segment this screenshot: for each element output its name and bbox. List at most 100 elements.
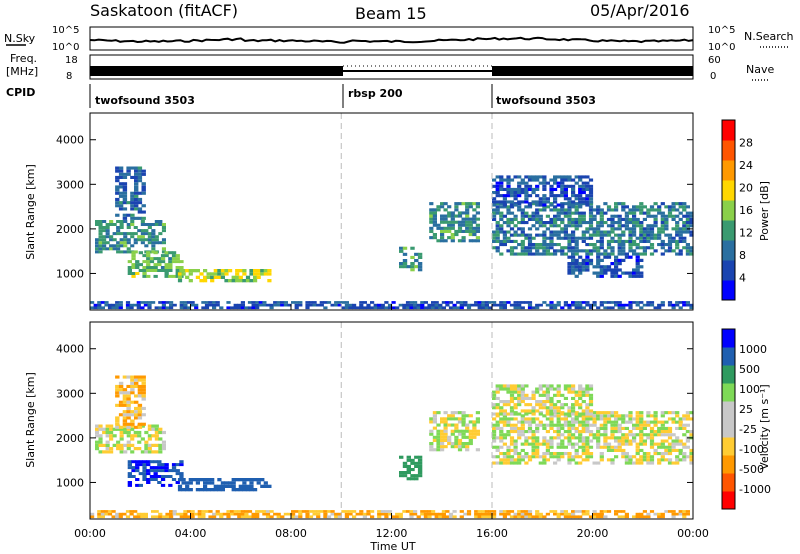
- data-cell-7: [535, 200, 540, 204]
- data-cell-6: [527, 217, 533, 221]
- data-cell-8: [635, 258, 640, 262]
- data-cell-9: [438, 303, 443, 307]
- data-cell-6: [624, 458, 629, 462]
- data-cell-7: [571, 178, 576, 182]
- data-cell-0: [123, 238, 128, 242]
- data-cell-8: [265, 512, 271, 516]
- data-cell-6: [585, 442, 590, 446]
- data-cell-1: [142, 478, 147, 481]
- data-cell-6: [603, 249, 608, 253]
- data-cell-7: [553, 406, 558, 410]
- data-cell-5: [454, 442, 459, 446]
- data-cell-1: [171, 463, 177, 467]
- data-cell-6: [664, 233, 669, 237]
- data-cell-3: [137, 403, 143, 407]
- data-cell-5: [465, 429, 470, 433]
- data-cell-6: [617, 423, 622, 427]
- data-cell-8: [323, 512, 328, 516]
- data-cell-4: [399, 262, 404, 266]
- data-cell-9: [326, 301, 332, 304]
- data-cell-9: [635, 301, 640, 304]
- data-cell-6: [592, 230, 597, 234]
- data-cell-3: [130, 413, 135, 417]
- data-cell-7: [578, 197, 583, 201]
- data-cell-2: [210, 481, 215, 485]
- data-cell-5: [465, 445, 470, 449]
- data-cell-2: [231, 478, 236, 482]
- data-cell-9: [398, 303, 403, 307]
- data-cell-1: [153, 472, 158, 476]
- data-cell-6: [675, 442, 680, 446]
- data-cell-6: [685, 230, 690, 234]
- data-cell-8: [133, 510, 138, 513]
- data-cell-7: [531, 200, 536, 204]
- data-cell-8: [291, 515, 296, 519]
- data-cell-0: [119, 447, 124, 451]
- data-cell-6: [506, 205, 511, 209]
- data-cell-8: [219, 512, 224, 516]
- data-cell-6: [553, 252, 558, 256]
- data-cell-2: [231, 279, 236, 283]
- data-cell-2: [238, 279, 243, 283]
- data-cell-7: [509, 203, 515, 207]
- data-cell-0: [119, 244, 124, 248]
- data-cell-8: [581, 512, 586, 516]
- data-cell-8: [574, 265, 579, 269]
- data-cell-7: [556, 393, 561, 397]
- data-cell-9: [312, 303, 317, 307]
- data-cell-0: [137, 440, 142, 444]
- data-cell-8: [154, 510, 159, 513]
- data-cell-5: [443, 423, 448, 427]
- data-cell-6: [667, 233, 673, 237]
- data-cell-5: [429, 226, 434, 230]
- data-cell-6: [682, 458, 687, 462]
- data-cell-0: [130, 232, 135, 236]
- data-cell-6: [592, 214, 597, 218]
- data-cell-3: [141, 384, 146, 388]
- data-cell-8: [330, 512, 335, 516]
- data-cell-8: [298, 512, 303, 516]
- data-cell-7: [553, 181, 558, 185]
- data-cell-8: [255, 510, 260, 513]
- data-cell-6: [538, 224, 543, 228]
- data-cell-7: [578, 184, 583, 188]
- data-cell-9: [334, 301, 339, 304]
- data-cell-6: [556, 249, 561, 253]
- data-cell-9: [628, 303, 633, 307]
- data-cell-7: [585, 412, 590, 416]
- data-cell-6: [499, 243, 504, 247]
- data-cell-6: [635, 433, 640, 437]
- data-cell-7: [524, 409, 529, 413]
- data-cell-3: [122, 207, 128, 211]
- data-cell-0: [98, 437, 103, 441]
- data-cell-6: [614, 202, 619, 206]
- data-cell-7: [513, 187, 518, 191]
- data-cell-7: [499, 184, 504, 188]
- data-cell-3: [118, 169, 124, 173]
- data-cell-6: [524, 249, 529, 253]
- data-cell-6: [556, 452, 561, 456]
- data-cell-0: [137, 447, 142, 451]
- data-cell-5: [443, 208, 448, 212]
- data-cell-6: [524, 246, 529, 250]
- data-cell-3: [141, 375, 146, 379]
- data-cell-6: [574, 436, 579, 440]
- data-cell-6: [624, 433, 629, 437]
- data-cell-7: [517, 396, 522, 400]
- data-cell-8: [549, 510, 554, 513]
- data-cell-2: [256, 272, 261, 276]
- data-cell-8: [201, 510, 206, 513]
- data-cell-8: [265, 515, 271, 519]
- colorbar-swatch: [722, 180, 735, 201]
- data-cell-4: [417, 455, 423, 459]
- data-cell-5: [461, 223, 466, 227]
- data-cell-2: [192, 269, 197, 273]
- data-cell-9: [107, 303, 113, 307]
- data-cell-6: [542, 458, 547, 462]
- data-cell-1: [146, 469, 151, 473]
- data-cell-2: [203, 269, 208, 273]
- data-cell-6: [610, 436, 615, 440]
- data-cell-6: [675, 208, 680, 212]
- data-cell-6: [617, 445, 622, 449]
